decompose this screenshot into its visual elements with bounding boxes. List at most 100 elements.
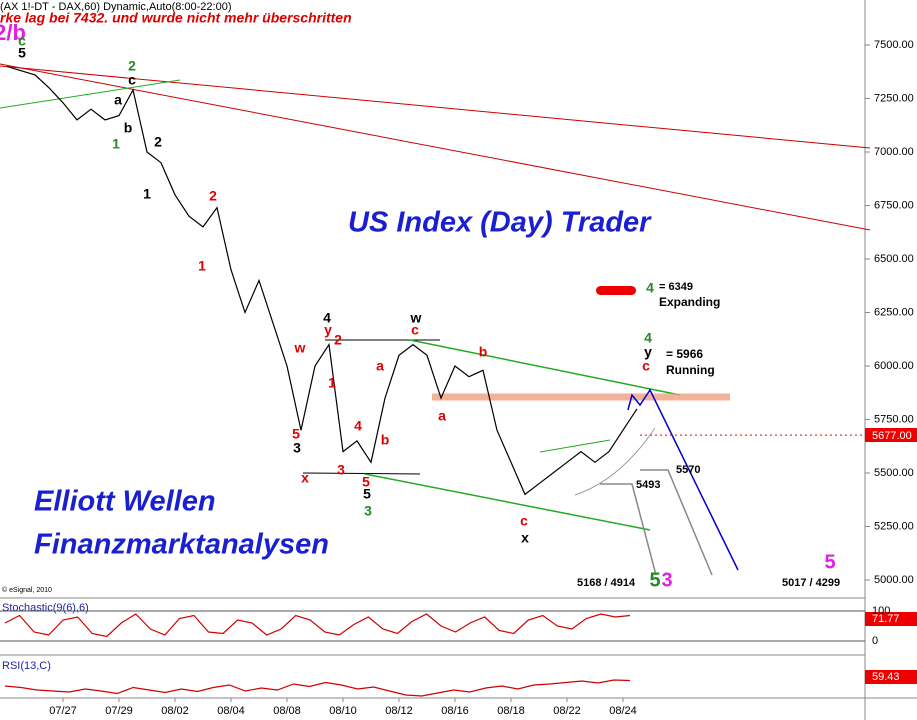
price-label: 5677.00 <box>872 430 912 442</box>
panel-title: Stochastic(9(6),6) <box>2 602 89 614</box>
wave-label: c <box>128 72 136 88</box>
annotation: = 5966 <box>666 347 703 361</box>
wave-label: 1 <box>112 136 120 152</box>
x-tick-label: 08/24 <box>609 705 637 717</box>
wave-label: 2 <box>334 332 342 348</box>
wave-label: y <box>644 344 652 360</box>
wave-label: 5 <box>363 486 371 502</box>
wave-label: c <box>18 33 26 49</box>
annotation: 5493 <box>636 479 660 491</box>
wave-label: a <box>438 408 446 424</box>
x-tick-label: 08/18 <box>497 705 525 717</box>
wave-label: 2 <box>154 134 162 150</box>
y-tick-label: 7250.00 <box>874 92 914 104</box>
y-tick-label: 6750.00 <box>874 199 914 211</box>
wave-label: 5 <box>292 426 300 442</box>
wave-label: 1 <box>143 186 151 202</box>
wave-label: x <box>301 470 309 486</box>
wave-label: c <box>411 322 419 338</box>
x-tick-label: 07/29 <box>105 705 133 717</box>
y-tick-label: 5250.00 <box>874 520 914 532</box>
wave-label: w <box>410 310 422 326</box>
annotation: Expanding <box>659 295 720 309</box>
projection <box>627 388 739 571</box>
annotation: Finanzmarktanalysen <box>34 529 329 561</box>
annotation: 5570 <box>676 464 700 476</box>
annotation: Running <box>666 363 715 377</box>
price-tag <box>865 612 917 626</box>
y-tick-label: 5000.00 <box>874 574 914 586</box>
x-tick-label: 08/10 <box>329 705 357 717</box>
y-tick-label: 6000.00 <box>874 360 914 372</box>
annotation: US Index (Day) Trader <box>348 207 652 239</box>
wave-label: 5 <box>649 569 660 591</box>
trend-line <box>302 472 421 475</box>
wave-label: 5 <box>18 45 26 61</box>
wave-label: 1 <box>198 258 206 274</box>
trend-line <box>0 65 871 149</box>
annotation: 5017 / 4299 <box>782 577 840 589</box>
y-tick-label: 7000.00 <box>874 146 914 158</box>
x-tick-label: 08/04 <box>217 705 245 717</box>
x-tick-label: 07/27 <box>49 705 77 717</box>
price-label: 59.43 <box>872 671 900 683</box>
wave-label: a <box>376 358 384 374</box>
x-tick-label: 08/08 <box>273 705 301 717</box>
projection <box>640 469 713 576</box>
chart-title: (AX 1!-DT - DAX,60) Dynamic,Auto(8:00-22… <box>0 1 232 13</box>
wave-label: c <box>520 513 528 529</box>
series-line <box>4 679 631 697</box>
price-tag <box>865 428 917 442</box>
wave-label: 5 <box>362 474 370 490</box>
wave-label: c <box>642 358 650 374</box>
wave-label: 2 <box>128 58 136 74</box>
trend-line <box>364 473 651 531</box>
marker <box>596 286 636 295</box>
trend-line <box>0 79 181 109</box>
wave-label: 4 <box>644 330 652 346</box>
x-tick-label: 08/16 <box>441 705 469 717</box>
wave-label: 4 <box>354 418 362 434</box>
trend-line <box>0 63 871 231</box>
wave-label: 2/b <box>0 20 26 45</box>
wave-label: 1 <box>328 375 336 391</box>
y-tick-label: 6500.00 <box>874 253 914 265</box>
wave-label: b <box>124 120 133 136</box>
y-tick-label: 7500.00 <box>874 39 914 51</box>
series-line <box>4 613 631 638</box>
trend-line <box>409 339 681 396</box>
wave-label: 3 <box>364 503 372 519</box>
wave-label: x <box>521 530 529 546</box>
price-label: 71.77 <box>872 613 900 625</box>
x-tick-label: 08/02 <box>161 705 189 717</box>
x-tick-label: 08/12 <box>385 705 413 717</box>
series-line <box>6 65 638 496</box>
wave-label: a <box>114 92 122 108</box>
wave-label: 2 <box>209 188 217 204</box>
annotation: Elliott Wellen <box>34 486 216 518</box>
price-tag <box>865 670 917 684</box>
subtitle: rke lag bei 7432. und wurde nicht mehr ü… <box>0 10 352 26</box>
y-tick-label: 5500.00 <box>874 467 914 479</box>
annotation: = 6349 <box>659 281 693 293</box>
annotation: 5168 / 4914 <box>577 577 636 589</box>
y-tick-label: 100 <box>872 605 890 617</box>
wave-label: 4 <box>646 280 654 296</box>
y-tick-label: 5750.00 <box>874 413 914 425</box>
x-tick-label: 08/22 <box>553 705 581 717</box>
wave-label: 3 <box>293 440 301 456</box>
wave-label: b <box>479 344 488 360</box>
wave-label: 3 <box>661 569 672 591</box>
wave-label: 3 <box>337 462 345 478</box>
wave-label: 5 <box>824 551 835 573</box>
wave-label: w <box>294 340 306 356</box>
projection <box>600 483 657 576</box>
wave-label: y <box>324 322 332 338</box>
wave-label: 4 <box>323 310 331 326</box>
y-tick-label: 0 <box>872 635 878 647</box>
trend-line <box>574 427 656 496</box>
y-tick-label: 6250.00 <box>874 306 914 318</box>
copyright: © eSignal, 2010 <box>2 586 52 594</box>
